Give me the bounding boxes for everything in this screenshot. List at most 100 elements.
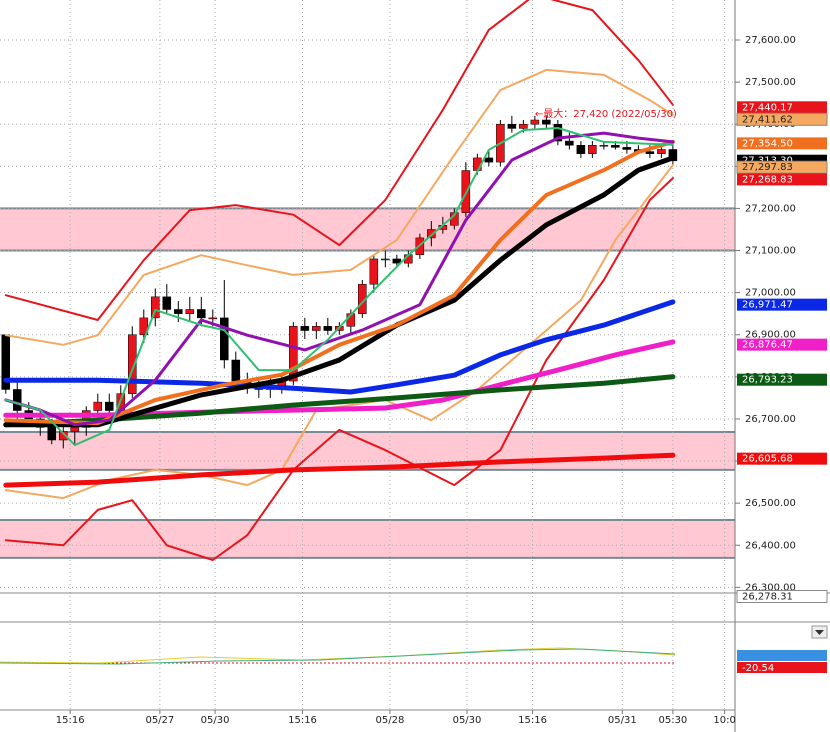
- x-tick-label: 05/28: [376, 715, 405, 726]
- x-tick-label: 15:16: [288, 715, 317, 726]
- candle-body: [220, 317, 229, 361]
- candle-body: [427, 229, 436, 239]
- price-label-box: [737, 101, 827, 114]
- indicator-line: [4, 68, 674, 346]
- x-tick-label: 10:0: [713, 715, 735, 726]
- y-tick-label: 27,000.00: [745, 288, 796, 299]
- candle-body: [588, 145, 597, 154]
- candle-body: [668, 149, 678, 162]
- y-tick-label: 26,900.00: [745, 330, 796, 341]
- candle-body: [12, 389, 22, 411]
- price-label-box: [737, 298, 827, 311]
- candle-body: [197, 309, 206, 319]
- price-label: 27,440.17: [742, 102, 793, 113]
- x-tick-label: 05/31: [608, 715, 637, 726]
- y-tick-label: 27,500.00: [745, 77, 796, 88]
- candle-body: [104, 401, 114, 411]
- candle-body: [289, 326, 298, 382]
- candle-body: [519, 123, 528, 129]
- price-label: 26,278.31: [742, 592, 793, 603]
- candle-body: [599, 145, 609, 147]
- candle-body: [542, 119, 551, 125]
- indicator-line: [3, 299, 676, 395]
- candle-body: [323, 326, 333, 331]
- y-tick-label: 26,500.00: [745, 498, 796, 509]
- candle-body: [208, 317, 218, 320]
- candle-body: [47, 427, 57, 441]
- candle-body: [645, 151, 655, 154]
- candle-body: [93, 401, 103, 411]
- candle-body: [484, 157, 494, 163]
- candle-body: [507, 123, 517, 129]
- candle-body: [553, 123, 563, 142]
- indicator-label: -20.54: [742, 663, 774, 674]
- candle-body: [128, 334, 137, 394]
- price-label: 26,793.23: [742, 375, 793, 386]
- candle-body: [231, 359, 241, 382]
- price-label: 27,354.50: [742, 138, 793, 149]
- price-label-box: [737, 338, 827, 351]
- candle-body: [300, 326, 310, 331]
- y-tick-label: 27,600.00: [745, 35, 796, 46]
- indicator-line: [3, 139, 675, 426]
- candle-body: [70, 427, 80, 432]
- price-label: 26,605.68: [742, 454, 793, 465]
- candle-body: [369, 258, 379, 285]
- candle-body: [139, 317, 149, 335]
- y-tick-label: 27,200.00: [745, 203, 796, 214]
- candle-body: [381, 258, 390, 261]
- price-label-box: [737, 137, 827, 150]
- candle-body: [392, 258, 402, 264]
- y-tick-label: 26,400.00: [745, 540, 796, 551]
- candle-body: [622, 147, 632, 150]
- x-tick-label: 05/27: [145, 715, 174, 726]
- x-tick-label: 15:16: [56, 715, 85, 726]
- indicator-line: [4, 177, 674, 561]
- x-tick-label: 15:16: [518, 715, 547, 726]
- price-label-box: [737, 373, 827, 386]
- value-axis: 26,300.0026,400.0026,500.0026,600.0026,7…: [735, 35, 828, 604]
- indicator-line: [3, 339, 676, 418]
- candle-body: [611, 145, 620, 148]
- price-label: 27,411.62: [742, 114, 793, 125]
- y-tick-label: 27,100.00: [745, 246, 796, 257]
- indicator-line: [3, 155, 676, 428]
- annotation: ←最大：27,420 (2022/05/30): [535, 107, 677, 120]
- price-label-box: [736, 112, 828, 126]
- zone: [0, 432, 735, 470]
- candle-body: [58, 431, 68, 441]
- candle-body: [174, 309, 183, 314]
- indicator-line: [4, 0, 674, 321]
- x-tick-label: 05/30: [453, 715, 482, 726]
- candle-body: [162, 296, 172, 310]
- x-tick-label: 05:30: [658, 715, 687, 726]
- price-label: 27,297.83: [742, 162, 793, 173]
- indicator-line: [3, 452, 676, 488]
- price-label: 26,876.47: [742, 340, 793, 351]
- x-tick-label: 05/30: [201, 715, 230, 726]
- candle-body: [151, 296, 160, 319]
- plot-area: ←最大：27,420 (2022/05/30): [0, 0, 735, 710]
- price-label-box: [736, 160, 828, 174]
- price-label-box: [737, 452, 827, 465]
- indicator-box: [737, 662, 827, 673]
- candle-body: [312, 326, 321, 331]
- candle-body: [657, 149, 666, 154]
- indicator-box: [737, 650, 827, 661]
- candle-body: [565, 140, 574, 146]
- candle-body: [530, 119, 540, 125]
- price-label-box: [736, 590, 828, 604]
- price-label: 26,971.47: [742, 300, 793, 311]
- price-label: 27,268.83: [742, 174, 793, 185]
- candle-body: [576, 145, 586, 154]
- candle-body: [185, 309, 195, 314]
- zone: [0, 520, 735, 558]
- indicator-line: [4, 127, 674, 447]
- dropdown-arrow: [815, 630, 824, 635]
- y-tick-label: 26,700.00: [745, 414, 796, 425]
- indicator-line: [0, 648, 676, 665]
- y-tick-label: 26,300.00: [745, 582, 796, 593]
- price-label-box: [737, 173, 827, 186]
